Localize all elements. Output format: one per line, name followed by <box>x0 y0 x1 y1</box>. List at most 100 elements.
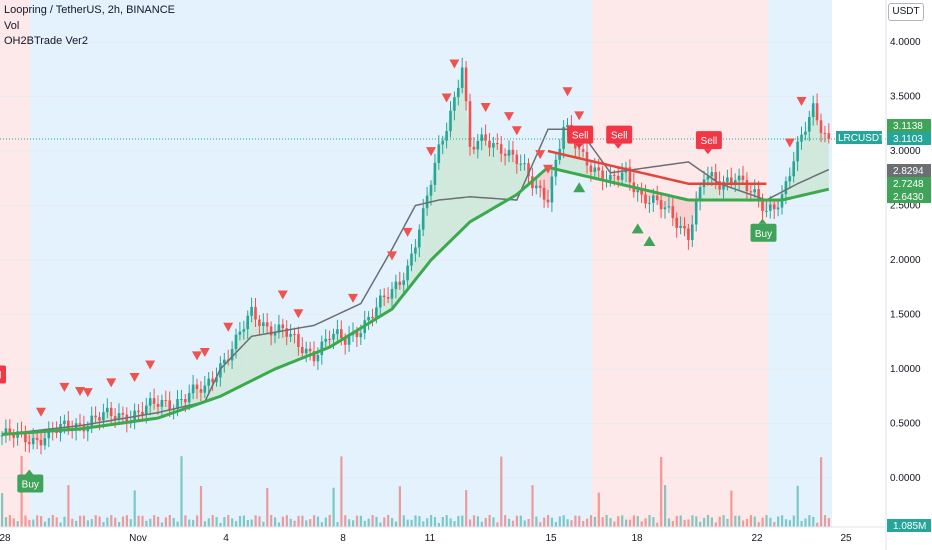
volume-bar <box>660 456 663 527</box>
volume-bar <box>426 518 429 527</box>
volume-bar <box>199 486 203 527</box>
candle-body <box>394 281 398 290</box>
volume-bar <box>519 515 522 527</box>
volume-bar <box>332 487 335 527</box>
candle-body <box>24 431 27 443</box>
sell-arrow <box>796 97 807 107</box>
candle-body <box>273 332 277 336</box>
price-tag-text: 3.1138 <box>893 121 923 132</box>
volume-bar <box>145 520 148 527</box>
volume-bar <box>8 515 11 527</box>
candle-body <box>160 400 164 407</box>
volume-bar <box>277 522 281 527</box>
session-band <box>592 0 768 527</box>
volume-bar <box>137 515 140 527</box>
volume-bar <box>164 517 167 527</box>
candle-body <box>8 428 12 435</box>
candle-body <box>737 175 741 181</box>
volume-bar <box>597 492 600 527</box>
volume-bar <box>4 517 8 527</box>
symbol-tag <box>836 131 882 144</box>
volume-bar <box>504 515 507 527</box>
volume-bar <box>352 520 355 527</box>
currency-button[interactable]: USDT <box>888 3 924 21</box>
candle-body <box>519 163 522 165</box>
x-tick-label: 25 <box>840 533 852 544</box>
candle-body <box>753 189 756 193</box>
candle-body <box>749 191 753 193</box>
cloud-segment <box>294 333 299 362</box>
volume-bar <box>656 522 659 527</box>
volume-bar <box>102 522 105 527</box>
candle-body <box>784 181 788 195</box>
candle-body <box>133 410 136 421</box>
candle-body <box>246 315 249 330</box>
candle-body <box>355 331 359 338</box>
candle-body <box>484 134 487 141</box>
candle-body <box>675 217 678 228</box>
candle-body <box>815 103 819 121</box>
volume-bar <box>196 515 199 527</box>
price-tag-text: 2.7248 <box>893 179 924 190</box>
cloud-segment <box>298 346 303 360</box>
candle-body <box>823 132 827 134</box>
candle-body <box>238 331 242 335</box>
candle-body <box>414 247 417 254</box>
volume-bar <box>804 518 807 527</box>
sell-label-text: Sell <box>572 131 589 142</box>
volume-bar <box>734 515 737 527</box>
bearish-average-line <box>547 149 767 185</box>
label-pointer <box>25 469 34 475</box>
cloud-segment <box>438 140 443 253</box>
buy-arrow <box>631 223 644 234</box>
candle-body <box>808 117 811 132</box>
candle-body <box>581 149 585 152</box>
sell-arrow <box>441 93 452 103</box>
candle-body <box>168 400 171 410</box>
volume-bar <box>773 521 776 527</box>
volume-bar <box>465 490 468 527</box>
volume-bar <box>554 521 557 527</box>
cloud-segment <box>384 297 389 314</box>
cloud-segment <box>485 140 490 213</box>
cloud-segment <box>516 163 521 195</box>
candle-body <box>472 146 476 150</box>
cloud-segment <box>805 117 810 195</box>
volume-bar <box>527 519 530 527</box>
candle-body <box>297 333 300 347</box>
cloud-segment <box>462 67 467 230</box>
candle-body <box>63 420 66 425</box>
candle-body <box>332 333 335 340</box>
candle-body <box>429 184 433 196</box>
sell-arrow <box>562 87 573 97</box>
volume-bar <box>340 456 343 527</box>
volume-bar <box>293 520 296 527</box>
volume-bar <box>710 517 713 527</box>
volume-bar <box>605 515 608 527</box>
candle-body <box>698 187 702 201</box>
buy-signal-label: Buy <box>17 469 44 493</box>
sell-arrow <box>543 164 553 174</box>
sell-signal-label: Sell <box>567 125 594 149</box>
y-tick-label: 1.0000 <box>890 364 921 375</box>
candle-body <box>340 329 343 339</box>
volume-bar <box>262 521 265 527</box>
x-tick-label: Nov <box>129 533 147 544</box>
candle-body <box>457 87 460 98</box>
candle-body <box>671 206 675 218</box>
candle-body <box>402 280 405 285</box>
candle-body <box>706 176 710 180</box>
candle-body <box>304 348 308 354</box>
volume-bar <box>375 516 378 527</box>
volume-bar <box>114 517 117 527</box>
candle-body <box>94 415 97 418</box>
volume-bar <box>79 515 82 527</box>
sell-arrow <box>387 251 397 261</box>
volume-bar <box>679 515 682 527</box>
volume-bar <box>344 515 347 527</box>
volume-bar <box>172 518 175 527</box>
volume-bar <box>589 515 593 527</box>
candle-body <box>733 180 737 183</box>
y-tick-label: 3.5000 <box>890 92 921 103</box>
